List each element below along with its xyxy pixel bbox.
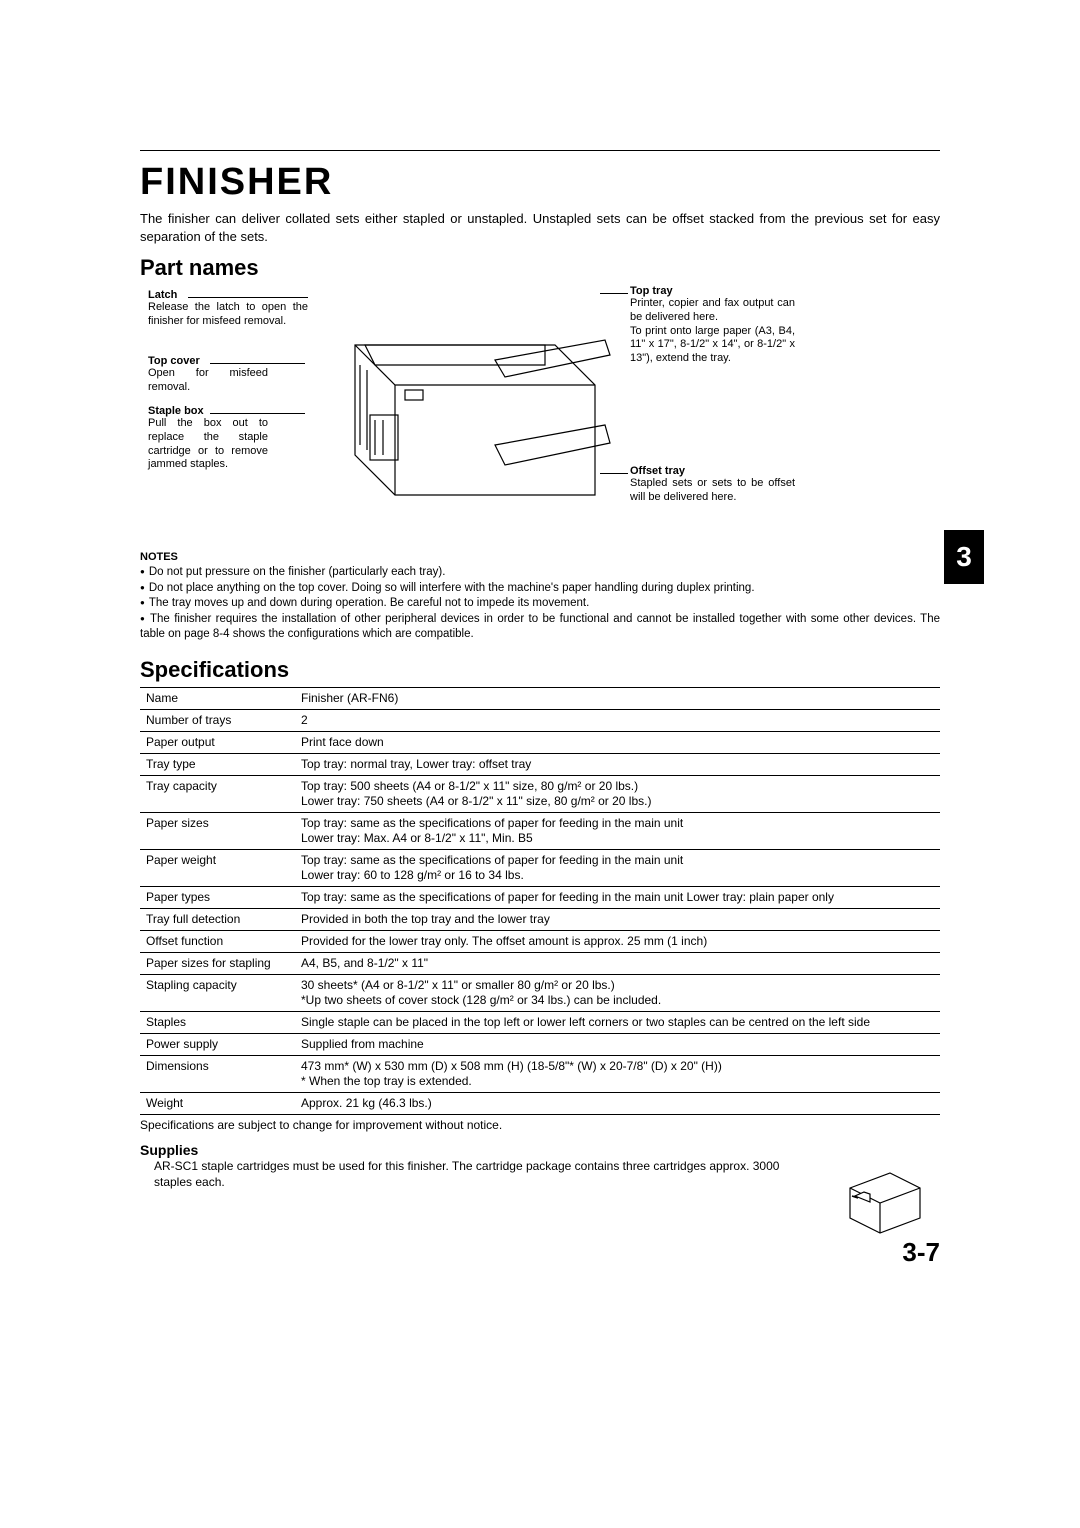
leader-line [210,413,305,414]
intro-text: The finisher can deliver collated sets e… [140,210,940,245]
spec-value: Print face down [295,731,940,753]
spec-label: Number of trays [140,709,295,731]
notes-item: The tray moves up and down during operat… [140,596,940,612]
table-row: Offset functionProvided for the lower tr… [140,930,940,952]
spec-value: 2 [295,709,940,731]
table-row: Paper weightTop tray: same as the specif… [140,849,940,886]
callout-desc: Release the latch to open the finisher f… [148,301,308,329]
spec-label: Paper output [140,731,295,753]
supplies-text: AR-SC1 staple cartridges must be used fo… [140,1158,800,1192]
callout-desc: Open for misfeed removal. [148,367,268,395]
notes-block: NOTES Do not put pressure on the finishe… [140,551,940,643]
table-row: WeightApprox. 21 kg (46.3 lbs.) [140,1092,940,1114]
spec-value: A4, B5, and 8-1/2" x 11" [295,952,940,974]
chapter-number: 3 [956,541,972,573]
spec-label: Paper types [140,886,295,908]
spec-value: Provided for the lower tray only. The of… [295,930,940,952]
callout-title: Offset tray [630,465,795,477]
leader-line [210,363,305,364]
notes-item: The finisher requires the installation o… [140,612,940,643]
spec-value: Top tray: 500 sheets (A4 or 8-1/2" x 11"… [295,775,940,812]
spec-value: Approx. 21 kg (46.3 lbs.) [295,1092,940,1114]
table-row: Number of trays2 [140,709,940,731]
callout-title: Latch [148,289,308,301]
spec-value: Top tray: same as the specifications of … [295,886,940,908]
supplies-row: AR-SC1 staple cartridges must be used fo… [140,1158,940,1238]
spec-value: Single staple can be placed in the top l… [295,1011,940,1033]
spec-value: Provided in both the top tray and the lo… [295,908,940,930]
spec-value: Supplied from machine [295,1033,940,1055]
table-row: Tray capacityTop tray: 500 sheets (A4 or… [140,775,940,812]
callout-title: Top cover [148,355,268,367]
spec-label: Staples [140,1011,295,1033]
spec-value: 30 sheets* (A4 or 8-1/2" x 11" or smalle… [295,974,940,1011]
spec-label: Paper weight [140,849,295,886]
table-row: Stapling capacity30 sheets* (A4 or 8-1/2… [140,974,940,1011]
document-page: FINISHER The finisher can deliver collat… [140,150,940,1238]
spec-label: Power supply [140,1033,295,1055]
table-row: Power supplySupplied from machine [140,1033,940,1055]
table-row: Paper outputPrint face down [140,731,940,753]
callout-staple-box: Staple box Pull the box out to replace t… [148,405,268,472]
spec-value: Finisher (AR-FN6) [295,687,940,709]
part-names-heading: Part names [140,255,940,281]
callout-offset-tray: Offset tray Stapled sets or sets to be o… [630,465,795,505]
table-row: Paper sizesTop tray: same as the specifi… [140,812,940,849]
callout-desc: Printer, copier and fax output can be de… [630,297,795,366]
spec-label: Tray type [140,753,295,775]
table-row: NameFinisher (AR-FN6) [140,687,940,709]
cartridge-illustration [820,1158,940,1238]
callout-title: Staple box [148,405,268,417]
spec-label: Offset function [140,930,295,952]
spec-label: Name [140,687,295,709]
spec-value: Top tray: same as the specifications of … [295,849,940,886]
specifications-footnote: Specifications are subject to change for… [140,1118,940,1132]
table-row: Tray typeTop tray: normal tray, Lower tr… [140,753,940,775]
page-title: FINISHER [140,161,940,204]
notes-item: Do not put pressure on the finisher (par… [140,565,940,581]
specifications-heading: Specifications [140,657,940,683]
table-row: Paper typesTop tray: same as the specifi… [140,886,940,908]
table-row: Dimensions473 mm* (W) x 530 mm (D) x 508… [140,1055,940,1092]
spec-value: 473 mm* (W) x 530 mm (D) x 508 mm (H) (1… [295,1055,940,1092]
parts-diagram-area: Latch Release the latch to open the fini… [140,285,940,545]
chapter-tab: 3 [944,530,984,584]
callout-desc: Pull the box out to replace the staple c… [148,417,268,472]
spec-value: Top tray: normal tray, Lower tray: offse… [295,753,940,775]
callout-top-tray: Top tray Printer, copier and fax output … [630,285,795,366]
finisher-illustration [295,285,615,535]
leader-line [600,473,628,474]
notes-list: Do not put pressure on the finisher (par… [140,565,940,643]
table-row: StaplesSingle staple can be placed in th… [140,1011,940,1033]
spec-label: Weight [140,1092,295,1114]
leader-line [188,297,308,298]
table-row: Tray full detectionProvided in both the … [140,908,940,930]
notes-item: Do not place anything on the top cover. … [140,581,940,597]
top-rule [140,150,940,151]
leader-line [600,293,628,294]
finisher-diagram [295,285,615,535]
callout-latch: Latch Release the latch to open the fini… [148,289,308,329]
spec-label: Dimensions [140,1055,295,1092]
spec-label: Tray capacity [140,775,295,812]
notes-heading: NOTES [140,551,940,563]
table-row: Paper sizes for staplingA4, B5, and 8-1/… [140,952,940,974]
cartridge-icon [820,1158,940,1238]
spec-label: Paper sizes [140,812,295,849]
spec-label: Stapling capacity [140,974,295,1011]
spec-label: Tray full detection [140,908,295,930]
page-number: 3-7 [902,1237,940,1268]
spec-label: Paper sizes for stapling [140,952,295,974]
callout-top-cover: Top cover Open for misfeed removal. [148,355,268,395]
spec-value: Top tray: same as the specifications of … [295,812,940,849]
specifications-table: NameFinisher (AR-FN6)Number of trays2Pap… [140,687,940,1115]
callout-title: Top tray [630,285,795,297]
supplies-heading: Supplies [140,1142,940,1158]
callout-desc: Stapled sets or sets to be offset will b… [630,477,795,505]
